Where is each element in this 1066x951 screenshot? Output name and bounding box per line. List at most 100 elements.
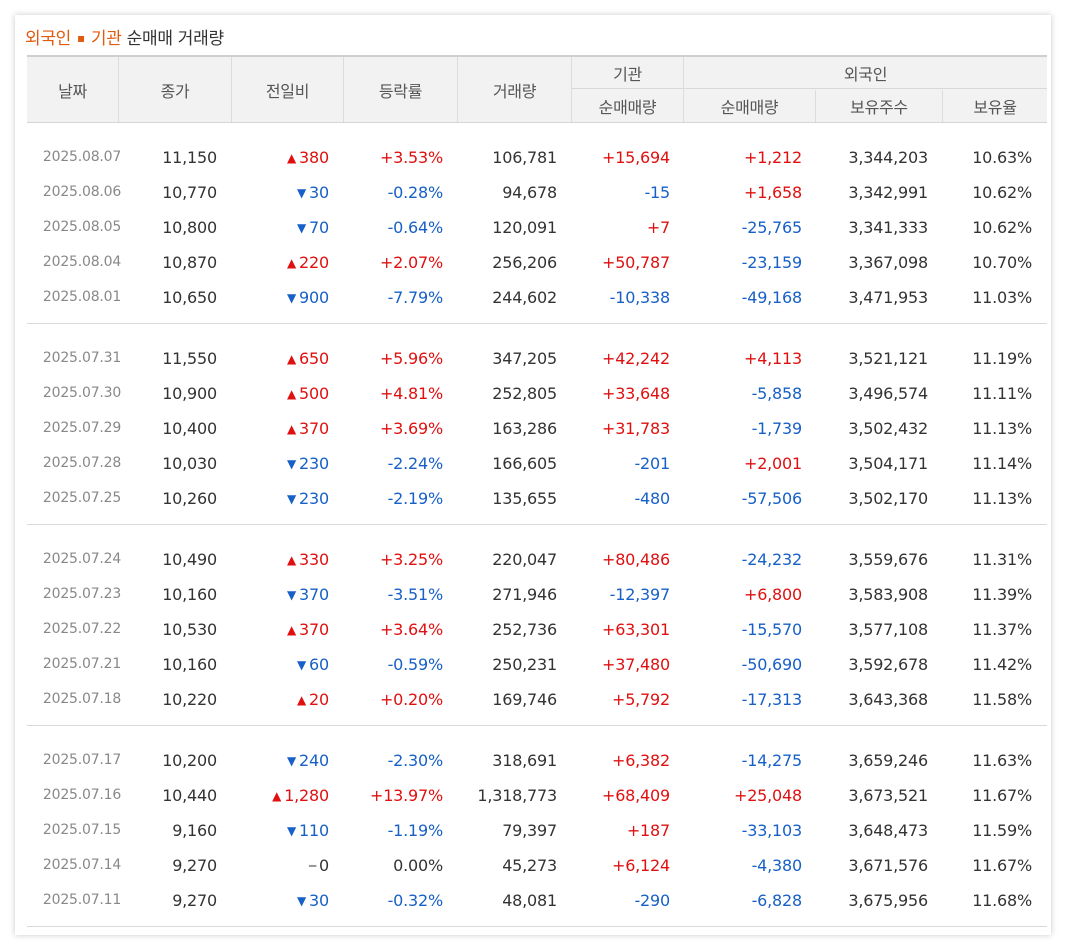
row-change: ▼ 60 bbox=[227, 647, 329, 682]
row-inst-net: -15 bbox=[644, 183, 670, 202]
header-foreign-net: 순매매량 bbox=[720, 98, 779, 117]
row-foreign-ratio: 11.39% bbox=[972, 585, 1032, 604]
row-close: 10,160 bbox=[162, 655, 217, 674]
row-foreign-ratio: 11.13% bbox=[972, 419, 1032, 438]
table-row: 2025.07.24 10,490 ▲ 330 +3.25% 220,047 +80,486… bbox=[27, 542, 1047, 577]
row-foreign-ratio: 11.58% bbox=[972, 690, 1032, 709]
row-date: 2025.07.17 bbox=[42, 752, 122, 768]
triangle-up-icon: ▲ bbox=[272, 789, 282, 803]
row-foreign-net: -17,313 bbox=[741, 690, 803, 709]
panel-title: 외국인 ▪ 기관 순매매 거래량 bbox=[25, 24, 224, 49]
row-volume: 45,273 bbox=[502, 856, 557, 875]
row-change: ▲ 500 bbox=[227, 376, 329, 411]
row-volume: 166,605 bbox=[492, 454, 557, 473]
row-inst-net: -480 bbox=[634, 489, 670, 508]
row-volume: 220,047 bbox=[492, 550, 557, 569]
row-close: 10,530 bbox=[162, 620, 217, 639]
row-foreign-net: +4,113 bbox=[743, 349, 802, 368]
triangle-up-icon: ▲ bbox=[287, 151, 297, 165]
row-group: 2025.07.24 10,490 ▲ 330 +3.25% 220,047 +80,486… bbox=[27, 525, 1047, 726]
row-date: 2025.07.11 bbox=[42, 892, 122, 908]
header-foreign-hold: 보유주수 bbox=[850, 98, 908, 117]
table-row: 2025.07.29 10,400 ▲ 370 +3.69% 163,286 +31,783… bbox=[27, 411, 1047, 446]
row-change: ▼ 70 bbox=[227, 210, 329, 245]
header-inst-group: 기관 bbox=[572, 57, 683, 89]
row-foreign-hold: 3,559,676 bbox=[848, 550, 928, 569]
triangle-up-icon: ▲ bbox=[287, 422, 297, 436]
row-change: ▲ 220 bbox=[227, 245, 329, 280]
row-inst-net: +15,694 bbox=[602, 148, 670, 167]
row-inst-net: +7 bbox=[646, 218, 670, 237]
row-foreign-net: -50,690 bbox=[741, 655, 803, 674]
row-rate: +2.07% bbox=[379, 253, 443, 272]
row-rate: +3.53% bbox=[379, 148, 443, 167]
header-change: 전일비 bbox=[265, 81, 310, 101]
table-row: 2025.08.07 11,150 ▲ 380 +3.53% 106,781 +15,694… bbox=[27, 140, 1047, 175]
row-date: 2025.07.29 bbox=[42, 420, 122, 436]
row-foreign-hold: 3,675,956 bbox=[848, 891, 928, 910]
triangle-up-icon: ▲ bbox=[287, 553, 297, 567]
row-date: 2025.07.18 bbox=[42, 691, 122, 707]
table-row: 2025.07.15 9,160 ▼ 110 -1.19% 79,397 +187 -33,1… bbox=[27, 813, 1047, 848]
triangle-down-icon: ▼ bbox=[287, 291, 297, 305]
table-row: 2025.07.18 10,220 ▲ 20 +0.20% 169,746 +5,792 -1… bbox=[27, 682, 1047, 717]
table-row: 2025.07.16 10,440 ▲ 1,280 +13.97% 1,318,773 +6… bbox=[27, 778, 1047, 813]
row-volume: 135,655 bbox=[492, 489, 557, 508]
triangle-down-icon: ▼ bbox=[297, 894, 307, 908]
row-volume: 79,397 bbox=[502, 821, 557, 840]
table-row: 2025.08.05 10,800 ▼ 70 -0.64% 120,091 +7 -25,76… bbox=[27, 210, 1047, 245]
row-foreign-hold: 3,592,678 bbox=[848, 655, 928, 674]
row-volume: 256,206 bbox=[492, 253, 557, 272]
row-group: 2025.07.31 11,550 ▲ 650 +5.96% 347,205 +42,242… bbox=[27, 324, 1047, 525]
row-close: 10,400 bbox=[162, 419, 217, 438]
row-rate: +5.96% bbox=[379, 349, 443, 368]
row-foreign-net: -57,506 bbox=[741, 489, 803, 508]
row-inst-net: -201 bbox=[634, 454, 670, 473]
row-date: 2025.07.23 bbox=[42, 586, 122, 602]
change-value: 230 bbox=[299, 489, 329, 508]
row-date: 2025.07.21 bbox=[42, 656, 122, 672]
row-volume: 1,318,773 bbox=[477, 786, 557, 805]
change-value: 900 bbox=[299, 288, 329, 307]
row-inst-net: +42,242 bbox=[602, 349, 670, 368]
change-value: 1,280 bbox=[284, 786, 329, 805]
row-foreign-hold: 3,502,432 bbox=[848, 419, 928, 438]
row-inst-net: +50,787 bbox=[602, 253, 670, 272]
row-change: ▲ 650 bbox=[227, 341, 329, 376]
row-inst-net: +63,301 bbox=[602, 620, 670, 639]
row-foreign-ratio: 11.37% bbox=[972, 620, 1032, 639]
change-value: 0 bbox=[319, 856, 329, 875]
row-foreign-net: -4,380 bbox=[751, 856, 803, 875]
row-date: 2025.07.16 bbox=[42, 787, 122, 803]
row-foreign-ratio: 11.11% bbox=[972, 384, 1032, 403]
row-foreign-net: -15,570 bbox=[741, 620, 803, 639]
row-date: 2025.07.25 bbox=[42, 490, 122, 506]
table-row: 2025.07.11 9,270 ▼ 30 -0.32% 48,081 -290 -6,828… bbox=[27, 883, 1047, 918]
row-foreign-net: +6,800 bbox=[743, 585, 802, 604]
row-volume: 271,946 bbox=[492, 585, 557, 604]
row-rate: -0.59% bbox=[387, 655, 444, 674]
row-foreign-net: +1,658 bbox=[743, 183, 802, 202]
row-inst-net: +187 bbox=[626, 821, 670, 840]
table-row: 2025.07.17 10,200 ▼ 240 -2.30% 318,691 +6,382 -… bbox=[27, 743, 1047, 778]
row-rate: -7.79% bbox=[387, 288, 444, 307]
triangle-down-icon: ▼ bbox=[287, 588, 297, 602]
row-date: 2025.07.22 bbox=[42, 621, 122, 637]
row-close: 9,270 bbox=[172, 856, 217, 875]
row-close: 10,490 bbox=[162, 550, 217, 569]
triangle-up-icon: ▲ bbox=[287, 256, 297, 270]
header-close: 종가 bbox=[160, 81, 190, 101]
change-value: 500 bbox=[299, 384, 329, 403]
row-rate: +3.69% bbox=[379, 419, 443, 438]
row-date: 2025.07.24 bbox=[42, 551, 122, 567]
row-foreign-hold: 3,502,170 bbox=[848, 489, 928, 508]
row-close: 10,900 bbox=[162, 384, 217, 403]
row-rate: -0.32% bbox=[387, 891, 444, 910]
row-volume: 163,286 bbox=[492, 419, 557, 438]
table-row: 2025.07.28 10,030 ▼ 230 -2.24% 166,605 -201 +2,… bbox=[27, 446, 1047, 481]
row-rate: -0.28% bbox=[387, 183, 444, 202]
investor-trading-panel bbox=[15, 15, 1051, 935]
header-rate: 등락률 bbox=[378, 81, 423, 101]
row-date: 2025.08.06 bbox=[42, 184, 122, 200]
row-change: ▼ 110 bbox=[227, 813, 329, 848]
